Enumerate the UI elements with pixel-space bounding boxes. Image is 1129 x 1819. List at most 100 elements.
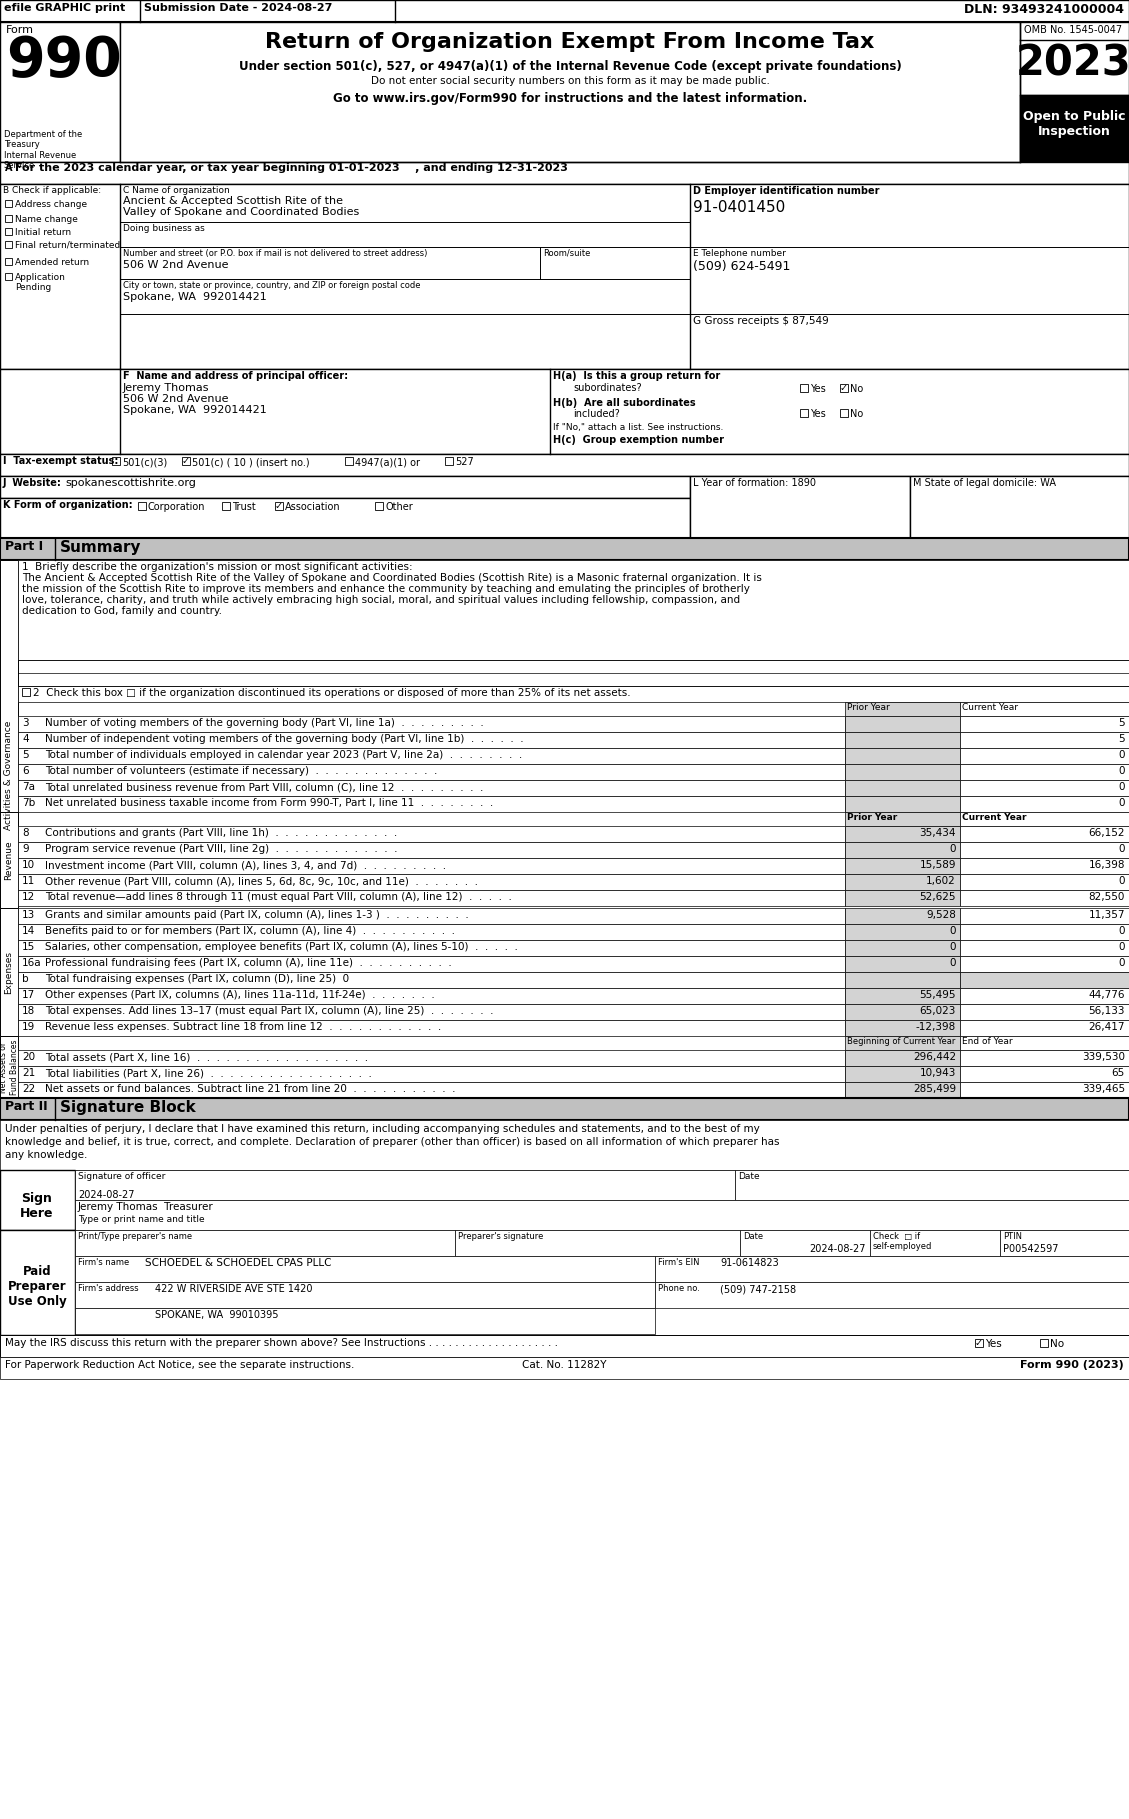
Text: E Telephone number: E Telephone number — [693, 249, 786, 258]
Bar — [0, 1037, 18, 1099]
Bar — [960, 842, 1129, 859]
Text: 10,943: 10,943 — [920, 1068, 956, 1079]
Text: Spokane, WA  992014421: Spokane, WA 992014421 — [123, 293, 266, 302]
Text: Signature Block: Signature Block — [60, 1100, 195, 1115]
Text: knowledge and belief, it is true, correct, and complete. Declaration of preparer: knowledge and belief, it is true, correc… — [5, 1137, 779, 1148]
Text: Do not enter social security numbers on this form as it may be made public.: Do not enter social security numbers on … — [370, 76, 770, 85]
Bar — [844, 1020, 960, 1037]
Text: 91-0614823: 91-0614823 — [720, 1259, 779, 1268]
Text: 0: 0 — [949, 844, 956, 853]
Bar — [112, 457, 120, 466]
Bar — [960, 988, 1129, 1004]
Text: For the 2023 calendar year, or tax year beginning 01-01-2023    , and ending 12-: For the 2023 calendar year, or tax year … — [15, 164, 568, 173]
Text: If "No," attach a list. See instructions.: If "No," attach a list. See instructions… — [553, 424, 724, 431]
Text: K Form of organization:: K Form of organization: — [3, 500, 132, 509]
Text: No: No — [850, 409, 864, 418]
Text: 527: 527 — [455, 457, 474, 467]
Bar — [345, 457, 353, 466]
Text: 22: 22 — [21, 1084, 35, 1093]
Text: 16,398: 16,398 — [1088, 860, 1124, 869]
Bar — [1040, 1339, 1048, 1348]
Bar — [844, 924, 960, 940]
Text: Current Year: Current Year — [962, 702, 1018, 711]
Bar — [1019, 95, 1129, 162]
Text: included?: included? — [574, 409, 620, 418]
Bar — [960, 1020, 1129, 1037]
Text: Contributions and grants (Part VIII, line 1h)  .  .  .  .  .  .  .  .  .  .  .  : Contributions and grants (Part VIII, lin… — [45, 828, 397, 839]
Text: D Employer identification number: D Employer identification number — [693, 186, 879, 196]
Text: 19: 19 — [21, 1022, 35, 1031]
Bar — [960, 1037, 1129, 1050]
Text: Amended return: Amended return — [15, 258, 89, 267]
Bar — [0, 1335, 1129, 1357]
Bar — [655, 1255, 1129, 1282]
Text: Total unrelated business revenue from Part VIII, column (C), line 12  .  .  .  .: Total unrelated business revenue from Pa… — [45, 782, 483, 791]
Bar — [960, 859, 1129, 873]
Text: 65: 65 — [1112, 1068, 1124, 1079]
Text: Doing business as: Doing business as — [123, 224, 204, 233]
Text: Sign
Here: Sign Here — [20, 1191, 54, 1221]
Text: Program service revenue (Part VIII, line 2g)  .  .  .  .  .  .  .  .  .  .  .  .: Program service revenue (Part VIII, line… — [45, 844, 397, 853]
Text: 0: 0 — [1119, 942, 1124, 951]
Bar — [0, 0, 1129, 22]
Text: Jeremy Thomas: Jeremy Thomas — [123, 384, 210, 393]
Bar — [844, 811, 960, 826]
Text: I  Tax-exempt status:: I Tax-exempt status: — [3, 457, 119, 466]
Text: 0: 0 — [949, 926, 956, 937]
Text: 7b: 7b — [21, 799, 35, 808]
Text: 55,495: 55,495 — [919, 990, 956, 1000]
Bar — [960, 731, 1129, 748]
Bar — [18, 1050, 844, 1066]
Bar — [840, 409, 848, 417]
Text: love, tolerance, charity, and truth while actively embracing high social, moral,: love, tolerance, charity, and truth whil… — [21, 595, 741, 606]
Text: spokanescottishrite.org: spokanescottishrite.org — [65, 478, 195, 487]
Text: Revenue: Revenue — [5, 840, 14, 880]
Text: Application
Pending: Application Pending — [15, 273, 65, 293]
Text: 11: 11 — [21, 877, 35, 886]
Bar — [0, 1099, 1129, 1121]
Bar — [0, 162, 1129, 184]
Bar — [735, 1170, 1129, 1201]
Text: Trust: Trust — [231, 502, 256, 511]
Bar — [18, 1082, 844, 1099]
Text: self-employed: self-employed — [873, 1242, 933, 1251]
Text: 12: 12 — [21, 891, 35, 902]
Text: 0: 0 — [949, 959, 956, 968]
Text: Firm's address: Firm's address — [78, 1284, 139, 1293]
Bar — [960, 889, 1129, 906]
Bar — [844, 731, 960, 748]
Text: 0: 0 — [1119, 799, 1124, 808]
Bar — [844, 748, 960, 764]
Text: Other revenue (Part VIII, column (A), lines 5, 6d, 8c, 9c, 10c, and 11e)  .  .  : Other revenue (Part VIII, column (A), li… — [45, 877, 478, 886]
Bar — [960, 971, 1129, 988]
Bar — [910, 477, 1129, 538]
Text: 0: 0 — [1119, 782, 1124, 791]
Text: H(a)  Is this a group return for: H(a) Is this a group return for — [553, 371, 720, 380]
Text: 13: 13 — [21, 910, 35, 920]
Bar — [18, 924, 844, 940]
Bar — [844, 957, 960, 971]
Text: 8: 8 — [21, 828, 28, 839]
Bar — [18, 940, 844, 957]
Text: Paid
Preparer
Use Only: Paid Preparer Use Only — [8, 1264, 67, 1308]
Bar — [75, 1170, 735, 1201]
Text: Firm's EIN: Firm's EIN — [658, 1259, 700, 1268]
Text: Firm's name: Firm's name — [78, 1259, 129, 1268]
Bar — [0, 1170, 75, 1230]
Text: Benefits paid to or for members (Part IX, column (A), line 4)  .  .  .  .  .  . : Benefits paid to or for members (Part IX… — [45, 926, 455, 937]
Bar — [800, 384, 808, 393]
Bar — [960, 1082, 1129, 1099]
Bar — [844, 1004, 960, 1020]
Text: 11,357: 11,357 — [1088, 910, 1124, 920]
Text: DLN: 93493241000004: DLN: 93493241000004 — [964, 4, 1124, 16]
Text: 14: 14 — [21, 926, 35, 937]
Text: A: A — [5, 164, 12, 173]
Text: 65,023: 65,023 — [920, 1006, 956, 1017]
Bar — [844, 1050, 960, 1066]
Text: Phone no.: Phone no. — [658, 1284, 700, 1293]
Text: C Name of organization: C Name of organization — [123, 186, 229, 195]
Text: 501(c) ( 10 ) (insert no.): 501(c) ( 10 ) (insert no.) — [192, 457, 309, 467]
Text: 6: 6 — [21, 766, 28, 777]
Bar — [960, 940, 1129, 957]
Text: 0: 0 — [1119, 844, 1124, 853]
